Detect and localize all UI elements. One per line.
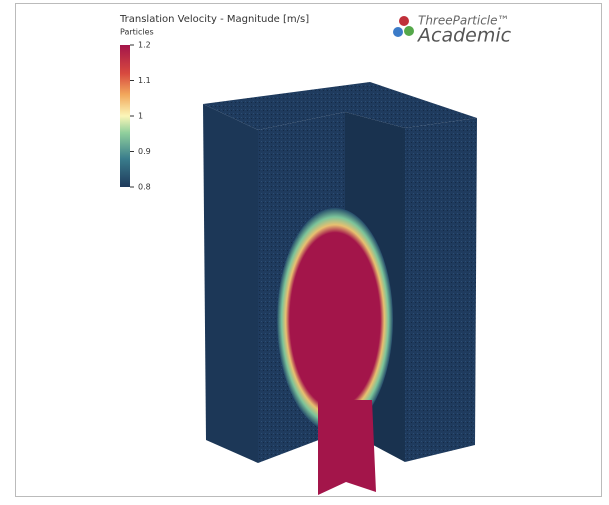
colorbar-gradient: [120, 45, 130, 187]
left-face: [203, 104, 258, 463]
tick-label: 1: [138, 112, 143, 121]
logo-dot: [399, 16, 409, 26]
plume: [277, 208, 393, 432]
right-face: [405, 118, 477, 462]
tick-label: 0.9: [138, 147, 151, 156]
tick-label: 1.2: [138, 41, 151, 50]
logo-dot: [404, 26, 414, 36]
colorbar-subtitle: Particles: [120, 28, 154, 37]
plume-jet: [318, 400, 376, 495]
page: Translation Velocity - Magnitude [m/s] P…: [0, 0, 609, 501]
logo-dot: [393, 27, 403, 37]
tick-label: 0.8: [138, 183, 151, 192]
particle-block: [203, 82, 477, 495]
viewport: Translation Velocity - Magnitude [m/s] P…: [0, 0, 609, 501]
tick-label: 1.1: [138, 76, 151, 85]
colorbar-title: Translation Velocity - Magnitude [m/s]: [119, 14, 309, 25]
logo-edition: Academic: [416, 25, 512, 47]
